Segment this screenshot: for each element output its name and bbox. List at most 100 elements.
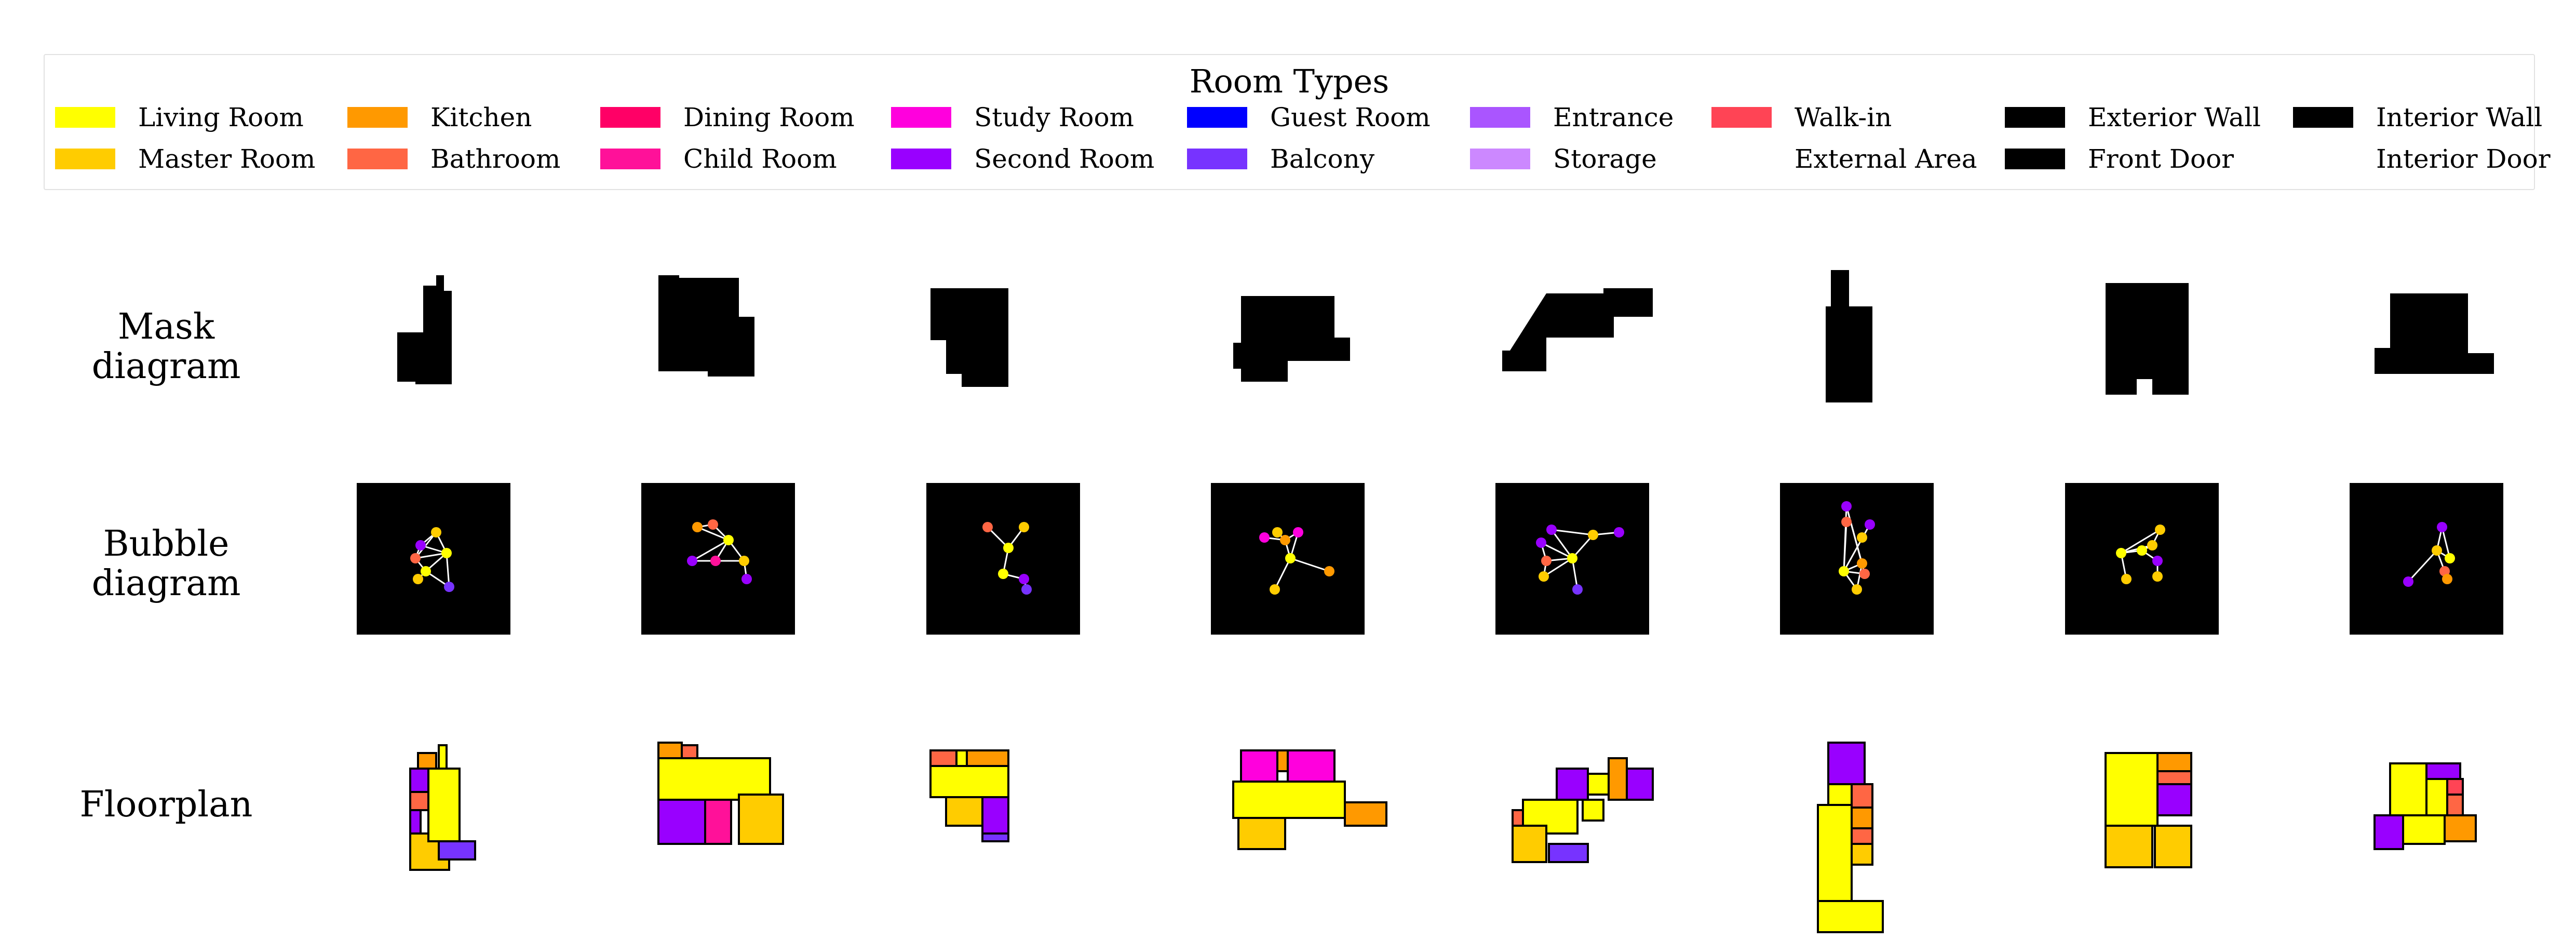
floorplan-room xyxy=(955,749,968,767)
floorplan-room xyxy=(681,744,698,759)
legend-swatch xyxy=(1470,149,1530,169)
bubble-edge xyxy=(415,552,447,559)
bubble-node xyxy=(1536,537,1546,548)
floorplan-room xyxy=(1276,749,1289,772)
floorplan-room xyxy=(438,840,476,861)
bubble-edge xyxy=(1274,558,1291,590)
floorplan-room xyxy=(2402,814,2446,845)
legend-label: Storage xyxy=(1553,144,1657,174)
bubble-node xyxy=(1841,517,1852,527)
bubble-node xyxy=(1019,574,1029,584)
legend-swatch xyxy=(891,107,951,128)
bubble-edge xyxy=(1541,542,1573,559)
bubble-node xyxy=(410,553,421,563)
bubble-node xyxy=(415,540,426,550)
bubble-node xyxy=(431,527,441,537)
bubble-node xyxy=(1021,584,1032,595)
legend-swatch xyxy=(1187,107,1247,128)
bubble-node xyxy=(2432,545,2442,556)
floorplan-room xyxy=(1851,843,1873,866)
floorplan-room xyxy=(2446,794,2464,816)
legend-label: Living Room xyxy=(138,102,304,132)
bubble-node xyxy=(1003,543,1014,553)
floorplan-room xyxy=(966,749,1009,767)
bubble-node xyxy=(692,522,703,532)
bubble-node xyxy=(1546,525,1557,535)
legend-swatch xyxy=(1187,149,1247,169)
legend-label: Exterior Wall xyxy=(2088,102,2261,132)
row-label-floorplan-line1: Floorplan xyxy=(79,784,253,825)
bubble-node xyxy=(1280,535,1290,545)
bubble-node xyxy=(2442,574,2452,584)
floorplan-room xyxy=(438,744,448,770)
floorplan-room xyxy=(1827,783,1853,806)
bubble-edge xyxy=(2407,549,2438,583)
bubble-node xyxy=(1285,553,1296,563)
floorplan-room xyxy=(1827,742,1866,785)
bubble-node xyxy=(1865,519,1875,530)
bubble-edge xyxy=(697,526,729,541)
mask-shape-4 xyxy=(1233,296,1350,382)
bubble-node xyxy=(739,556,749,566)
row-label-floorplan: Floorplan xyxy=(73,785,260,825)
bubble-node xyxy=(1857,532,1867,543)
bubble-node xyxy=(1019,522,1029,532)
bubble-node xyxy=(1541,556,1552,566)
bubble-node xyxy=(687,556,697,566)
legend-label: Balcony xyxy=(1270,144,1375,174)
floorplan-room xyxy=(929,749,957,767)
bubble-node xyxy=(2152,571,2163,582)
bubble-node xyxy=(1270,584,1280,595)
floorplan-room xyxy=(1626,768,1654,801)
floorplan-room xyxy=(981,796,1009,835)
floorplan-room xyxy=(2373,814,2404,850)
bubble-node xyxy=(982,522,993,532)
bubble-edge xyxy=(692,539,729,562)
floorplan-room xyxy=(2156,752,2192,772)
bubble-node xyxy=(1839,566,1849,576)
bubble-node xyxy=(2445,553,2455,563)
legend-swatch xyxy=(2005,149,2065,169)
legend-swatch xyxy=(1711,149,1772,169)
legend-swatch xyxy=(600,107,660,128)
floorplan-room xyxy=(2156,783,2192,816)
floorplan-room xyxy=(1287,749,1336,783)
floorplan-room xyxy=(2154,825,2192,868)
row-label-mask-line2: diagram xyxy=(91,346,241,387)
bubble-node xyxy=(723,535,734,545)
legend-label: Master Room xyxy=(138,144,316,174)
bubble-node xyxy=(421,566,431,576)
bubble-node xyxy=(2437,522,2447,532)
bubble-node xyxy=(1259,532,1270,543)
mask-shape-8 xyxy=(2375,293,2494,374)
row-label-bubble-line2: diagram xyxy=(91,563,241,604)
floorplan-room xyxy=(981,832,1009,842)
bubble-edge xyxy=(446,553,450,587)
bubble-node xyxy=(1572,584,1583,595)
bubble-background-3 xyxy=(926,483,1080,635)
legend-label: Dining Room xyxy=(683,102,855,132)
bubble-node xyxy=(998,569,1008,579)
legend-swatch xyxy=(2293,149,2353,169)
bubble-node xyxy=(1857,558,1867,569)
bubble-edge xyxy=(2121,529,2161,554)
floorplan-room xyxy=(1237,817,1286,850)
bubble-node xyxy=(2116,548,2126,558)
legend-label: Kitchen xyxy=(430,102,532,132)
bubble-edge xyxy=(1543,557,1573,577)
legend-label: Interior Wall xyxy=(2376,102,2543,132)
floorplan-room xyxy=(1556,768,1589,801)
floorplan-room xyxy=(2425,762,2461,780)
floorplan-room xyxy=(657,799,706,845)
legend-label: Front Door xyxy=(2088,144,2234,174)
legend-swatch xyxy=(55,107,115,128)
legend-swatch xyxy=(2293,107,2353,128)
floorplan-room xyxy=(2446,778,2464,796)
bubble-node xyxy=(1841,501,1852,512)
bubble-edge xyxy=(1571,534,1594,559)
bubble-node xyxy=(2403,576,2413,587)
floorplan-room xyxy=(1522,799,1579,835)
bubble-node xyxy=(2155,525,2165,535)
mask-shape-6 xyxy=(1826,270,1872,402)
legend: Room Types Living Room Master Room Kitchen… xyxy=(44,54,2551,190)
